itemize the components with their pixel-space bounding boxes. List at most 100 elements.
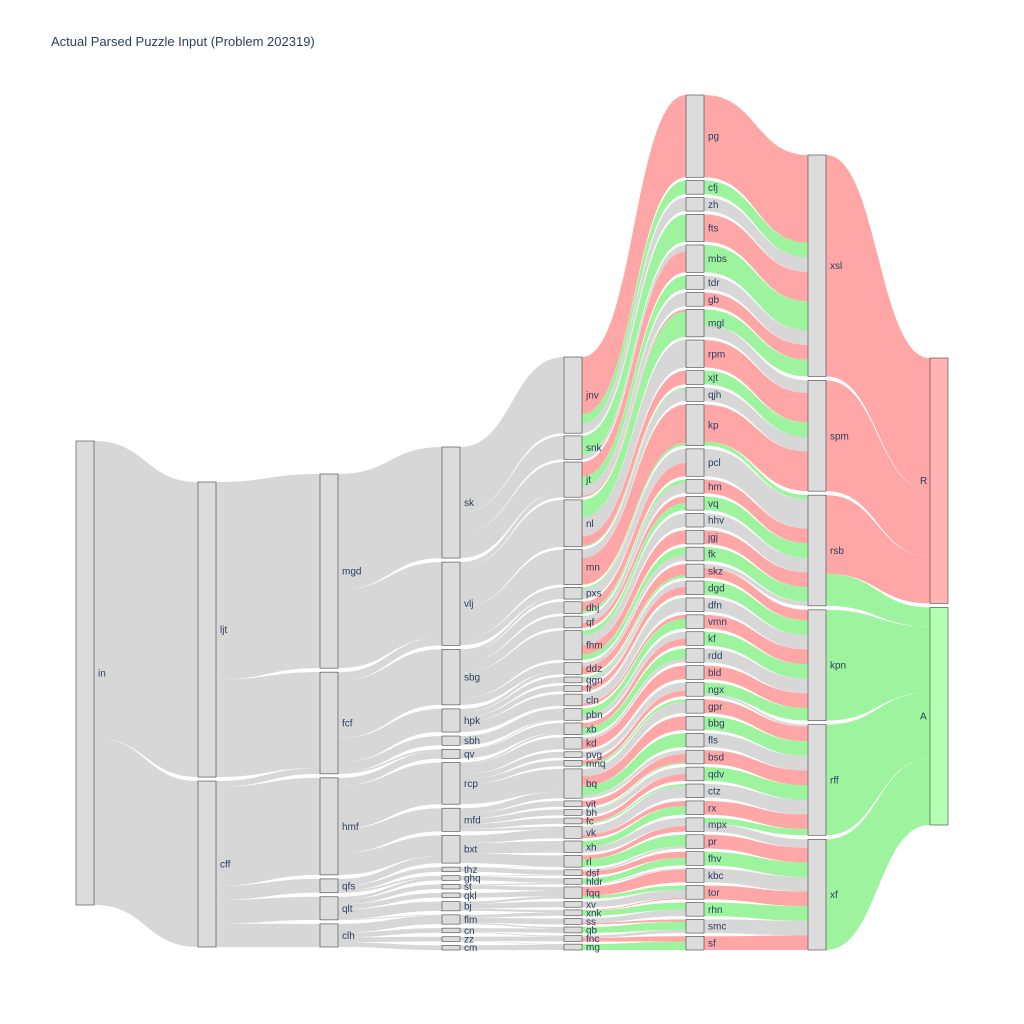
node-hldr[interactable] (563, 878, 583, 885)
node-dgd[interactable] (685, 580, 705, 596)
node-sf[interactable] (685, 935, 705, 951)
node-zz[interactable] (441, 936, 461, 942)
node-sbh[interactable] (441, 735, 461, 746)
node-hm[interactable] (685, 479, 705, 494)
node-qlt[interactable] (319, 896, 339, 921)
node-mpx[interactable] (685, 817, 705, 832)
node-vmn[interactable] (685, 614, 705, 629)
node-jgj[interactable] (685, 529, 705, 545)
node-bh[interactable] (563, 809, 583, 816)
node-bld[interactable] (685, 665, 705, 680)
node-fnc[interactable] (563, 935, 583, 942)
node-rl[interactable] (563, 855, 583, 868)
node-cff[interactable] (197, 780, 217, 948)
node-bq[interactable] (563, 768, 583, 799)
node-pbn[interactable] (563, 708, 583, 721)
node-in[interactable] (75, 440, 95, 906)
node-qf[interactable] (563, 615, 583, 629)
node-zh[interactable] (685, 197, 705, 212)
node-mgd[interactable] (319, 473, 339, 669)
node-fcf[interactable] (319, 671, 339, 775)
node-xjt[interactable] (685, 370, 705, 385)
node-qdv[interactable] (685, 766, 705, 782)
node-spm[interactable] (807, 380, 827, 492)
node-mgl[interactable] (685, 309, 705, 338)
node-xv[interactable] (563, 901, 583, 908)
node-pvg[interactable] (563, 751, 583, 758)
node-rpm[interactable] (685, 339, 705, 368)
node-xf[interactable] (807, 838, 827, 951)
node-A[interactable] (929, 607, 949, 826)
node-jnv[interactable] (563, 356, 583, 434)
node-qb[interactable] (563, 926, 583, 934)
node-flm[interactable] (441, 914, 461, 925)
node-vlj[interactable] (441, 561, 461, 646)
node-jt[interactable] (563, 461, 583, 498)
node-dfn[interactable] (685, 597, 705, 612)
node-xnk[interactable] (563, 909, 583, 917)
node-fts[interactable] (685, 214, 705, 243)
node-vit[interactable] (563, 800, 583, 808)
node-xsl[interactable] (807, 154, 827, 377)
node-gb[interactable] (685, 292, 705, 307)
node-rsb[interactable] (807, 494, 827, 607)
node-ghq[interactable] (441, 875, 461, 881)
node-snk[interactable] (563, 435, 583, 460)
node-pr[interactable] (685, 834, 705, 849)
node-xb[interactable] (563, 722, 583, 735)
node-tor[interactable] (685, 885, 705, 900)
node-ctz[interactable] (685, 783, 705, 799)
node-nl[interactable] (563, 499, 583, 548)
node-qv[interactable] (441, 748, 461, 759)
node-qjh[interactable] (685, 387, 705, 402)
node-skz[interactable] (685, 563, 705, 579)
node-pg[interactable] (685, 94, 705, 178)
node-bxt[interactable] (441, 835, 461, 864)
node-dhj[interactable] (563, 601, 583, 614)
node-fls[interactable] (685, 732, 705, 748)
node-fk[interactable] (685, 546, 705, 562)
node-cm[interactable] (441, 945, 461, 951)
node-cfj[interactable] (685, 180, 705, 195)
node-fr[interactable] (563, 685, 583, 692)
node-mn[interactable] (563, 549, 583, 585)
node-pxs[interactable] (563, 587, 583, 600)
node-bbg[interactable] (685, 716, 705, 731)
node-fhm[interactable] (563, 630, 583, 661)
node-R[interactable] (929, 357, 949, 604)
node-kd[interactable] (563, 737, 583, 750)
node-rx[interactable] (685, 800, 705, 815)
node-bsd[interactable] (685, 749, 705, 765)
node-cln[interactable] (563, 693, 583, 707)
node-cn[interactable] (441, 927, 461, 934)
node-fhv[interactable] (685, 851, 705, 866)
node-mfd[interactable] (441, 807, 461, 832)
node-ljt[interactable] (197, 481, 217, 778)
node-mbs[interactable] (685, 244, 705, 273)
node-mnq[interactable] (563, 760, 583, 767)
node-kf[interactable] (685, 631, 705, 646)
node-kp[interactable] (685, 404, 705, 446)
node-ngx[interactable] (685, 682, 705, 697)
node-smc[interactable] (685, 919, 705, 934)
node-qgn[interactable] (563, 676, 583, 684)
node-hhv[interactable] (685, 513, 705, 528)
node-thz[interactable] (441, 866, 461, 873)
node-ddz[interactable] (563, 662, 583, 675)
node-gpr[interactable] (685, 699, 705, 714)
node-sbg[interactable] (441, 649, 461, 706)
node-vk[interactable] (563, 826, 583, 839)
node-vq[interactable] (685, 496, 705, 511)
node-pcl[interactable] (685, 448, 705, 477)
node-mg[interactable] (563, 943, 583, 951)
node-hpk[interactable] (441, 708, 461, 733)
node-rcp[interactable] (441, 762, 461, 805)
node-bj[interactable] (441, 901, 461, 912)
node-ss[interactable] (563, 918, 583, 925)
node-fc[interactable] (563, 817, 583, 825)
node-sk[interactable] (441, 446, 461, 559)
node-qkl[interactable] (441, 892, 461, 898)
node-hmf[interactable] (319, 777, 339, 876)
node-kpn[interactable] (807, 609, 827, 721)
node-rdd[interactable] (685, 648, 705, 663)
